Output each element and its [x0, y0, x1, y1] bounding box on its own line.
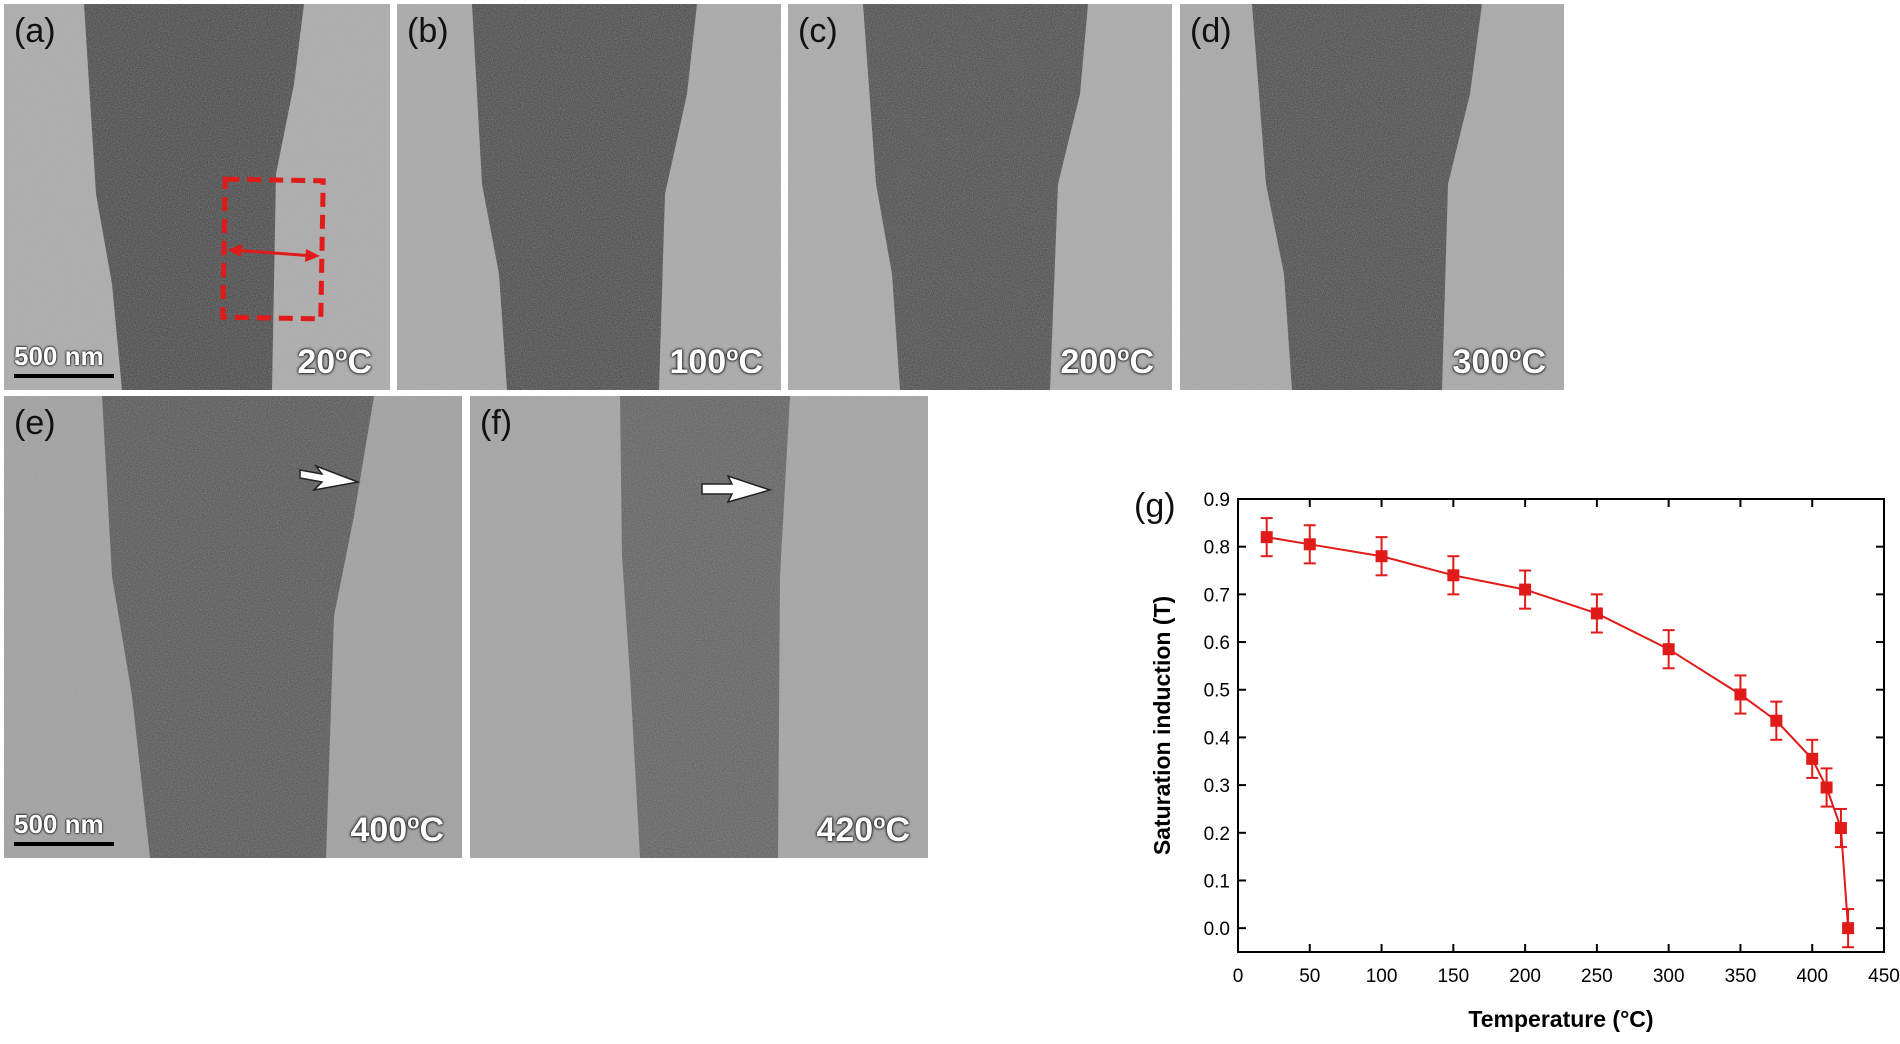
- micrograph-panel-a: (a) 500 nm 20oC: [4, 4, 390, 390]
- data-point: [1820, 781, 1833, 794]
- data-point: [1806, 752, 1819, 765]
- micrograph-panel-f: (f) 420oC: [470, 396, 928, 858]
- x-tick-label: 200: [1509, 966, 1541, 987]
- y-tick-label: 0.4: [1204, 728, 1231, 749]
- data-point: [1375, 550, 1388, 563]
- x-tick-label: 100: [1366, 966, 1398, 987]
- data-point: [1734, 688, 1747, 701]
- arrow-icon: [701, 474, 773, 504]
- temperature-label: 20oC: [297, 343, 372, 381]
- micrograph-image-c: [788, 4, 1172, 390]
- data-point: [1447, 569, 1460, 582]
- y-tick-label: 0.1: [1204, 871, 1230, 892]
- panel-label: (e): [14, 404, 56, 442]
- x-tick-label: 150: [1437, 966, 1469, 987]
- y-tick-label: 0.5: [1204, 681, 1230, 702]
- data-point: [1590, 607, 1603, 620]
- series-line: [1266, 536, 1850, 929]
- chart-panel-label: (g): [1134, 487, 1176, 525]
- temperature-label: 100oC: [669, 343, 763, 381]
- data-point: [1303, 538, 1316, 551]
- x-tick-label: 250: [1581, 966, 1613, 987]
- y-axis-label: Saturation induction (T): [1149, 596, 1175, 855]
- micrograph-image-a: [4, 4, 390, 390]
- x-tick-label: 450: [1868, 966, 1900, 987]
- y-tick-label: 0.8: [1204, 538, 1230, 559]
- x-tick-label: 400: [1796, 966, 1828, 987]
- micrograph-image-b: [397, 4, 781, 390]
- panel-label: (d): [1190, 12, 1232, 50]
- x-axis-label: Temperature (°C): [1468, 1006, 1653, 1032]
- micrograph-image-f: [470, 396, 928, 858]
- x-tick-label: 50: [1299, 966, 1320, 987]
- saturation-chart: 0 50 100 150 200 250 300 350 400 450 0.0 0.1 0.2 0.3 0…: [1149, 490, 1900, 1032]
- y-tick-label: 0.3: [1204, 776, 1230, 797]
- data-point: [1842, 922, 1855, 935]
- micrograph-panel-c: (c) 200oC: [788, 4, 1172, 390]
- temperature-label: 200oC: [1060, 343, 1154, 381]
- double-arrow-icon: [233, 248, 315, 258]
- micrograph-panel-e: (e) 500 nm 400oC: [4, 396, 462, 858]
- data-point: [1834, 822, 1847, 835]
- panel-label: (b): [407, 12, 449, 50]
- y-tick-label: 0.7: [1204, 585, 1230, 606]
- data-point: [1662, 643, 1675, 656]
- scale-bar: 500 nm: [14, 341, 114, 378]
- region-box: [220, 176, 326, 322]
- panel-label: (f): [480, 404, 513, 442]
- y-tick-label: 0.0: [1204, 919, 1230, 940]
- micrograph-image-e: [4, 396, 462, 858]
- panel-label: (c): [798, 12, 838, 50]
- x-tick-label: 350: [1725, 966, 1757, 987]
- y-tick-label: 0.9: [1204, 490, 1230, 511]
- scale-bar: 500 nm: [14, 809, 114, 846]
- micrograph-panel-b: (b) 100oC: [397, 4, 781, 390]
- micrograph-image-d: [1180, 4, 1564, 390]
- data-point: [1770, 714, 1783, 727]
- y-tick-label: 0.6: [1204, 633, 1230, 654]
- data-point: [1260, 531, 1273, 544]
- arrow-icon: [299, 464, 361, 492]
- panel-label: (a): [14, 12, 56, 50]
- data-point: [1519, 583, 1532, 596]
- plot-frame: [1237, 498, 1885, 953]
- x-tick-label: 0: [1233, 966, 1244, 987]
- scale-bar-label: 500 nm: [14, 341, 104, 371]
- micrograph-panel-d: (d) 300oC: [1180, 4, 1564, 390]
- y-tick-label: 0.2: [1204, 824, 1230, 845]
- x-tick-label: 300: [1653, 966, 1685, 987]
- temperature-label: 300oC: [1452, 343, 1546, 381]
- scale-bar-label: 500 nm: [14, 809, 104, 839]
- temperature-label: 420oC: [816, 811, 910, 849]
- temperature-label: 400oC: [350, 811, 444, 849]
